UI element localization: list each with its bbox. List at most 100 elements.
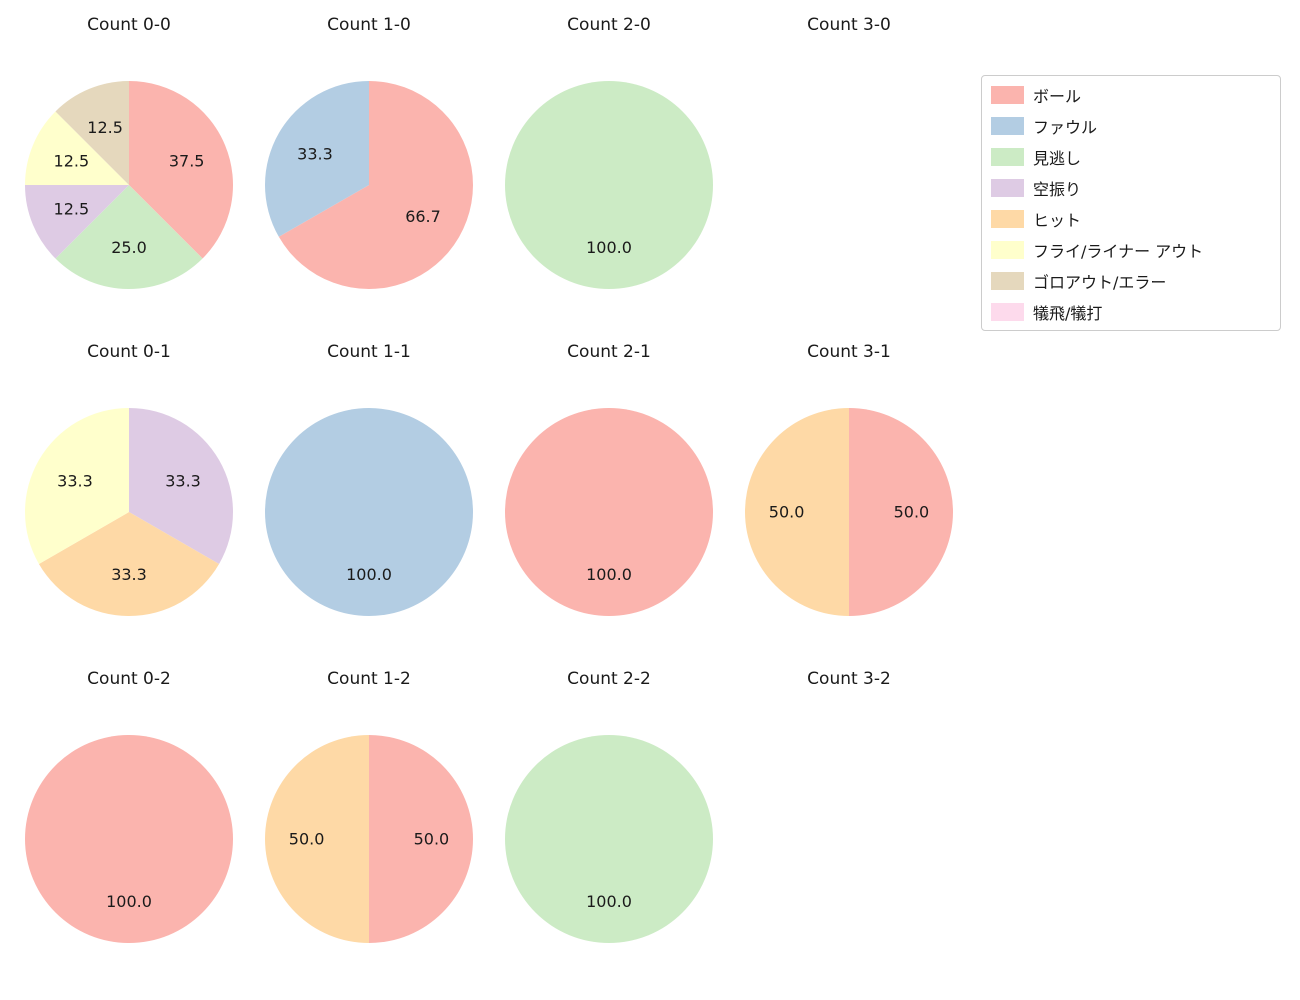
pie-chart-cell-count-3-1: Count 3-1 50.0 50.0 — [729, 337, 969, 664]
chart-title: Count 2-0 — [567, 15, 651, 35]
pie-slice — [55, 185, 203, 289]
legend-swatch — [991, 147, 1024, 166]
pie-slice — [38, 512, 220, 616]
pie-svg: 100.0 — [505, 408, 713, 616]
legend-swatch — [991, 271, 1024, 290]
legend-item: ボール — [982, 79, 1280, 110]
legend-item: 犠飛/犠打 — [982, 296, 1280, 327]
legend-item: ファウル — [982, 110, 1280, 141]
pie-slice-value-label: 100.0 — [586, 238, 632, 257]
pie-slice — [55, 81, 130, 185]
pie-chart-cell-count-0-1: Count 0-1 33.3 33.3 33.3 — [9, 337, 249, 664]
pie-chart-cell-count-2-2: Count 2-2 100.0 — [489, 664, 729, 991]
legend-item: ヒット — [982, 203, 1280, 234]
legend-swatch — [991, 178, 1024, 197]
pie-svg: 100.0 — [505, 735, 713, 943]
pie-slice — [278, 81, 473, 289]
pie-chart-cell-count-1-2: Count 1-2 50.0 50.0 — [249, 664, 489, 991]
legend-item: 見逃し — [982, 141, 1280, 172]
chart-title: Count 3-2 — [807, 669, 891, 689]
pie-svg: 100.0 — [505, 81, 713, 289]
pie-chart-cell-count-3-2: Count 3-2 — [729, 664, 969, 991]
pie-chart-cell-count-2-1: Count 2-1 100.0 — [489, 337, 729, 664]
pie-chart-cell-count-0-0: Count 0-0 37.5 25.0 12.5 12.5 12.5 — [9, 10, 249, 337]
pie-slice-value-label: 37.5 — [169, 152, 205, 171]
chart-title: Count 1-1 — [327, 342, 411, 362]
chart-title: Count 0-2 — [87, 669, 171, 689]
pie-chart-cell-count-1-0: Count 1-0 66.7 33.3 — [249, 10, 489, 337]
pie-slice-value-label: 100.0 — [106, 892, 152, 911]
legend-swatch — [991, 302, 1024, 321]
chart-title: Count 1-2 — [327, 669, 411, 689]
pie-svg: 33.3 33.3 33.3 — [25, 408, 233, 616]
chart-title: Count 2-2 — [567, 669, 651, 689]
pie-slice — [505, 81, 713, 289]
pie-slice-value-label: 50.0 — [894, 503, 930, 522]
pie-slice-value-label: 33.3 — [57, 471, 93, 490]
pie-chart-cell-count-3-0: Count 3-0 — [729, 10, 969, 337]
pie-slice-value-label: 33.3 — [111, 565, 147, 584]
pie-slice-value-label: 50.0 — [289, 830, 325, 849]
chart-title: Count 2-1 — [567, 342, 651, 362]
pie-svg: 50.0 50.0 — [745, 408, 953, 616]
pie-slice — [129, 408, 233, 564]
legend-label: 見逃し — [1033, 148, 1082, 168]
legend-swatch — [991, 209, 1024, 228]
pie-svg: 50.0 50.0 — [265, 735, 473, 943]
legend-label: ゴロアウト/エラー — [1033, 272, 1167, 292]
pie-svg: 100.0 — [25, 735, 233, 943]
pie-slice-value-label: 100.0 — [586, 565, 632, 584]
pie-chart-cell-count-1-1: Count 1-1 100.0 — [249, 337, 489, 664]
pie-slice — [265, 408, 473, 616]
pie-svg: 66.7 33.3 — [265, 81, 473, 289]
pie-slice — [25, 111, 129, 185]
pie-slice-value-label: 33.3 — [297, 144, 333, 163]
legend-label: 空振り — [1033, 179, 1082, 199]
pie-slice — [505, 408, 713, 616]
legend-swatch — [991, 85, 1024, 104]
chart-title: Count 0-0 — [87, 15, 171, 35]
pie-svg: 37.5 25.0 12.5 12.5 12.5 — [25, 81, 234, 289]
pie-slice-value-label: 12.5 — [54, 199, 90, 218]
pie-slice — [25, 408, 130, 564]
pie-slice — [505, 735, 713, 943]
chart-title: Count 1-0 — [327, 15, 411, 35]
pie-slice — [745, 408, 849, 616]
pie-slice-value-label: 12.5 — [54, 152, 90, 171]
legend-item: フライ/ライナー アウト — [982, 234, 1280, 265]
pie-slice-value-label: 12.5 — [87, 118, 123, 137]
pie-slice — [369, 735, 473, 943]
pie-slice-value-label: 100.0 — [346, 565, 392, 584]
pie-chart-cell-count-0-2: Count 0-2 100.0 — [9, 664, 249, 991]
pie-slice-value-label: 66.7 — [405, 207, 441, 226]
pie-slice — [25, 735, 233, 943]
pie-svg — [744, 80, 954, 290]
legend-item: 空振り — [982, 172, 1280, 203]
legend-label: フライ/ライナー アウト — [1033, 241, 1204, 261]
pie-slice — [25, 185, 129, 259]
legend-swatch — [991, 116, 1024, 135]
pie-slice — [265, 81, 369, 237]
pie-chart-grid: Count 0-0 37.5 25.0 12.5 12.5 12.5 Count 1-0… — [9, 10, 969, 991]
chart-title: Count 3-1 — [807, 342, 891, 362]
legend-label: ファウル — [1033, 117, 1098, 137]
pie-slice-value-label: 33.3 — [165, 471, 201, 490]
pie-slice-value-label: 25.0 — [111, 238, 147, 257]
legend-label: ボール — [1033, 86, 1082, 106]
chart-title: Count 3-0 — [807, 15, 891, 35]
legend: ボール ファウル 見逃し 空振り ヒット フライ/ライナー アウト ゴロアウト/… — [981, 75, 1281, 331]
pie-svg: 100.0 — [265, 408, 473, 616]
pie-slice — [849, 408, 953, 616]
pie-slice-value-label: 50.0 — [414, 830, 450, 849]
legend-item: ゴロアウト/エラー — [982, 265, 1280, 296]
legend-swatch — [991, 240, 1024, 259]
pie-slice — [129, 81, 234, 259]
legend-label: ヒット — [1033, 210, 1082, 230]
chart-title: Count 0-1 — [87, 342, 171, 362]
pie-slice — [265, 735, 369, 943]
pie-svg — [744, 734, 954, 944]
pie-slice-value-label: 100.0 — [586, 892, 632, 911]
pie-chart-cell-count-2-0: Count 2-0 100.0 — [489, 10, 729, 337]
legend-label: 犠飛/犠打 — [1033, 303, 1103, 323]
